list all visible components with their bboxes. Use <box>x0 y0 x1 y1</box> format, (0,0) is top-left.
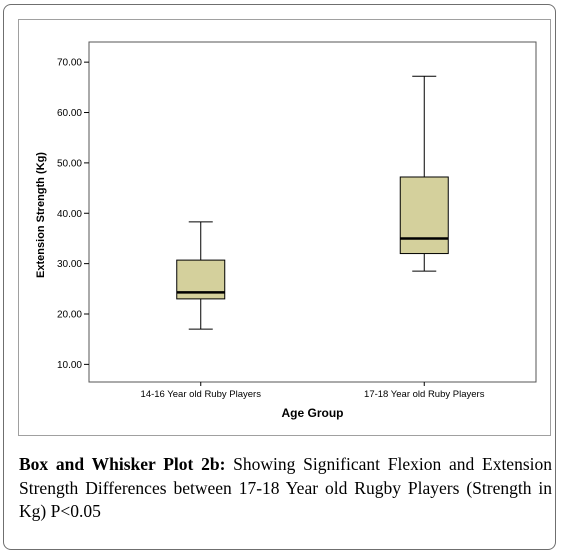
figure-frame: 10.00 20.00 30.00 40.00 50.00 60.00 70.00 14-1… <box>3 4 556 550</box>
y-tick-label: 20.00 <box>57 310 82 321</box>
y-tick-label: 40.00 <box>57 209 82 220</box>
y-tick-label: 70.00 <box>57 58 82 69</box>
x-tick-label: 17-18 Year old Ruby Players <box>364 389 485 400</box>
x-axis-title: Age Group <box>282 406 344 420</box>
chart-panel: 10.00 20.00 30.00 40.00 50.00 60.00 70.00 14-1… <box>18 19 551 436</box>
y-tick-label: 30.00 <box>57 259 82 270</box>
y-tick-label: 60.00 <box>57 108 82 119</box>
x-tick-label: 14-16 Year old Ruby Players <box>141 389 262 400</box>
y-tick-label: 50.00 <box>57 158 82 169</box>
plot-area <box>88 41 537 383</box>
y-tick-label: 10.00 <box>57 360 82 371</box>
y-axis-title: Extension Strength (Kg) <box>35 152 47 278</box>
y-axis-ticks: 10.00 20.00 30.00 40.00 50.00 60.00 70.00 <box>57 58 89 371</box>
figure-caption: Box and Whisker Plot 2b: Showing Signifi… <box>19 453 552 524</box>
caption-text: Showing Significant Flexion and Extensio… <box>19 454 552 521</box>
box-series <box>176 75 449 330</box>
box-plot-chart: 10.00 20.00 30.00 40.00 50.00 60.00 70.00 14-1… <box>35 41 537 420</box>
x-axis-ticks: 14-16 Year old Ruby Players 17-18 Year ol… <box>141 382 485 400</box>
iqr-box <box>399 176 449 255</box>
caption-label: Box and Whisker Plot 2b: <box>19 454 226 474</box>
